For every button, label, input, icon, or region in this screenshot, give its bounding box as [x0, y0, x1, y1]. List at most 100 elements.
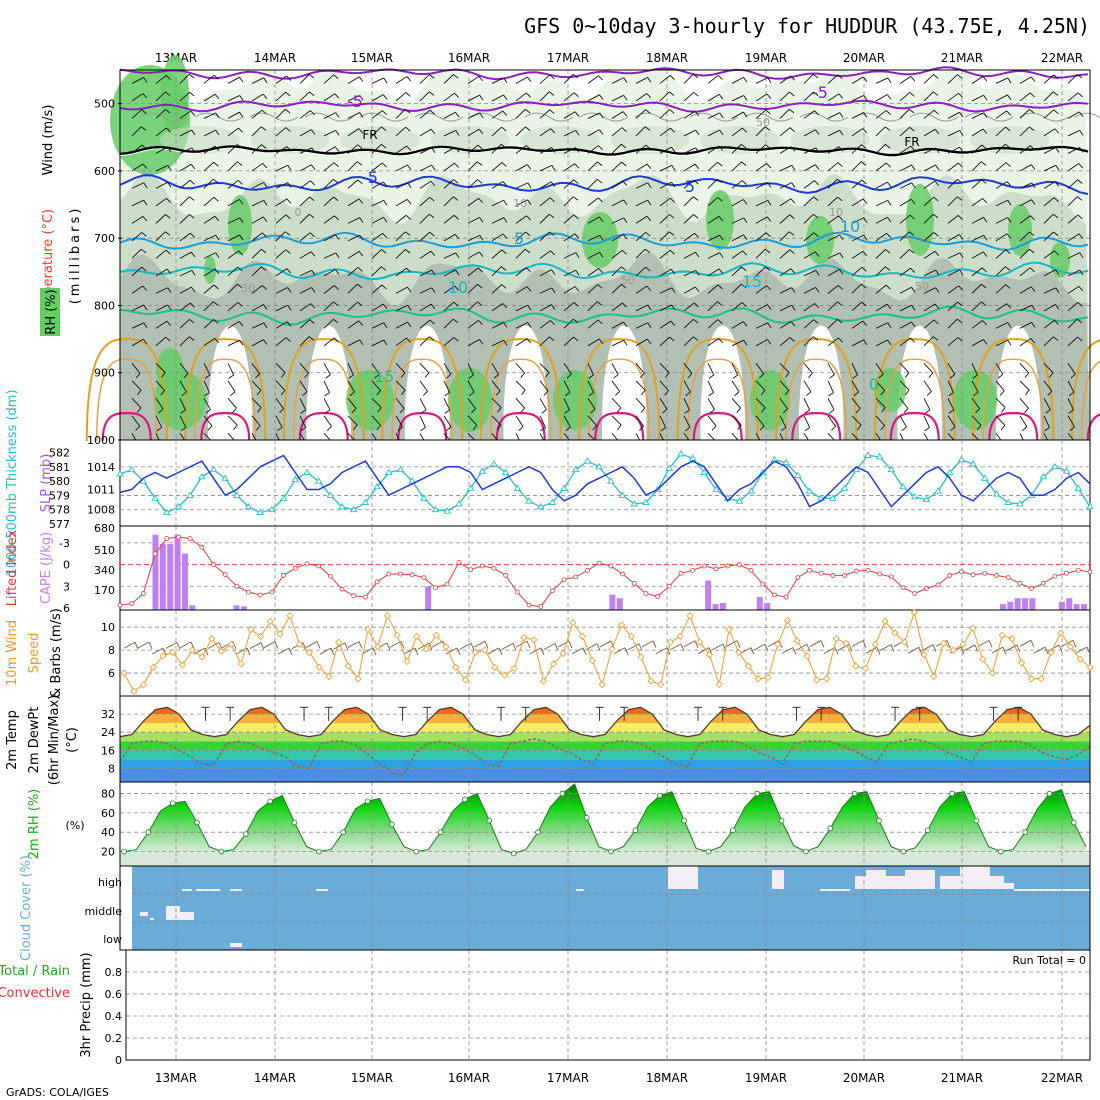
wind-barb-flag [191, 129, 196, 136]
lifted-index-point [678, 570, 684, 576]
wind-barb-flag [503, 77, 508, 84]
thickness-point [981, 474, 989, 481]
wind-barb [491, 94, 504, 102]
wind-barb-flag [1078, 163, 1084, 169]
wind-barb-flag [1055, 165, 1060, 171]
wind-barb-flag [1055, 147, 1060, 153]
wind-barb [251, 415, 261, 427]
lifted-index-point [503, 573, 509, 578]
contour-label: 30 [241, 282, 255, 295]
wind-barb-flag [526, 145, 531, 151]
wind-barb-flag [359, 234, 364, 241]
wind-barb [995, 339, 1008, 347]
wind-barb-flag [694, 232, 700, 238]
wind-barb-flag [711, 425, 717, 431]
surface-barb-flag [232, 641, 237, 649]
wind-barb [395, 126, 406, 137]
wind-barb [491, 181, 504, 189]
wind-barb [395, 398, 405, 409]
rh-contour [414, 112, 464, 122]
wind-barb [803, 336, 814, 347]
wind-barb [251, 339, 264, 347]
wind-barb [515, 231, 526, 242]
diurnal-contour [594, 411, 645, 442]
wind-barb-flag [743, 217, 748, 224]
wind-barb [851, 320, 864, 329]
surface-barb-flag [1086, 646, 1091, 655]
wind-barb-flag [503, 199, 508, 206]
wind-barb [155, 268, 168, 277]
thickness-point [431, 505, 440, 513]
wind-barb-flag [716, 178, 723, 184]
wind-barb-flag [837, 74, 843, 80]
wind-barb-flag [737, 424, 742, 431]
wind-barb-flag [743, 234, 748, 240]
thickness-point [910, 492, 919, 500]
lifted-index-point [655, 594, 660, 599]
wind-barb-flag [616, 407, 622, 413]
wind-barb [851, 398, 861, 409]
wind-barb [755, 126, 766, 137]
wind-barb [395, 231, 406, 242]
rh-point [876, 817, 882, 824]
wind-barb [131, 304, 144, 312]
wind-barb-flag [165, 109, 171, 114]
wind-barb-flag [647, 199, 652, 206]
surface-barb [431, 640, 444, 648]
wind-barb [587, 161, 598, 172]
wind-barb [803, 415, 811, 428]
surface-barb-flag [792, 647, 797, 655]
thickness-tick: 579 [49, 489, 70, 502]
contour-label: FR [362, 128, 377, 142]
surface-barb-flag [176, 642, 181, 650]
wind-barb [875, 322, 888, 329]
rh-point [681, 817, 687, 824]
cloud-free-block [1004, 883, 1014, 889]
wind-barb-flag [933, 196, 939, 202]
wind-barb [731, 321, 744, 329]
wind-barb-flag [1004, 266, 1011, 271]
wind-barb-flag [646, 338, 652, 345]
wind-barb-flag [233, 424, 238, 431]
wind-barb [1067, 252, 1080, 259]
wind-barb-flag [957, 301, 963, 307]
wind-barb [803, 380, 812, 393]
wind-barb [707, 284, 719, 294]
wind-barb [827, 146, 840, 154]
wind-barb-flag [862, 128, 868, 134]
surface-barb-flag [330, 647, 335, 656]
lifted-index-point [129, 601, 135, 607]
wind-barb-flag [983, 339, 988, 345]
wind-barb [179, 398, 186, 411]
lifted-index-point [199, 544, 205, 550]
wind-barb-flag [693, 179, 699, 185]
wind-barb-flag [743, 95, 748, 101]
wind-barb-flag [381, 126, 387, 131]
wind-barb-flag [599, 94, 604, 100]
cloud-free-block [316, 889, 328, 891]
dry-dome [404, 325, 450, 440]
wind-barb-flag [309, 91, 315, 96]
wind-barb [155, 336, 167, 347]
wind-speed-point [579, 632, 587, 640]
wind-barb [347, 217, 360, 224]
wind-barb-flag [592, 425, 597, 431]
surface-barb-flag [1030, 640, 1035, 648]
lifted-index-point [1017, 580, 1023, 586]
lifted-index-point [234, 583, 240, 589]
bottom-date-label: 13MAR [155, 1071, 197, 1085]
wind-barb [707, 234, 720, 242]
wind-barb [635, 285, 648, 294]
lifted-index-point [327, 573, 333, 579]
pressure-tick: 900 [94, 367, 115, 380]
wind-barb [899, 362, 910, 373]
wind-barb [587, 216, 600, 224]
wind-barb [827, 301, 838, 312]
wind-barb [731, 234, 744, 242]
wind-barb [875, 199, 888, 207]
wind-barb-flag [495, 390, 501, 396]
cloud-free-block [1014, 889, 1090, 891]
wind-barb [515, 145, 527, 154]
wind-barb-flag [525, 92, 531, 98]
